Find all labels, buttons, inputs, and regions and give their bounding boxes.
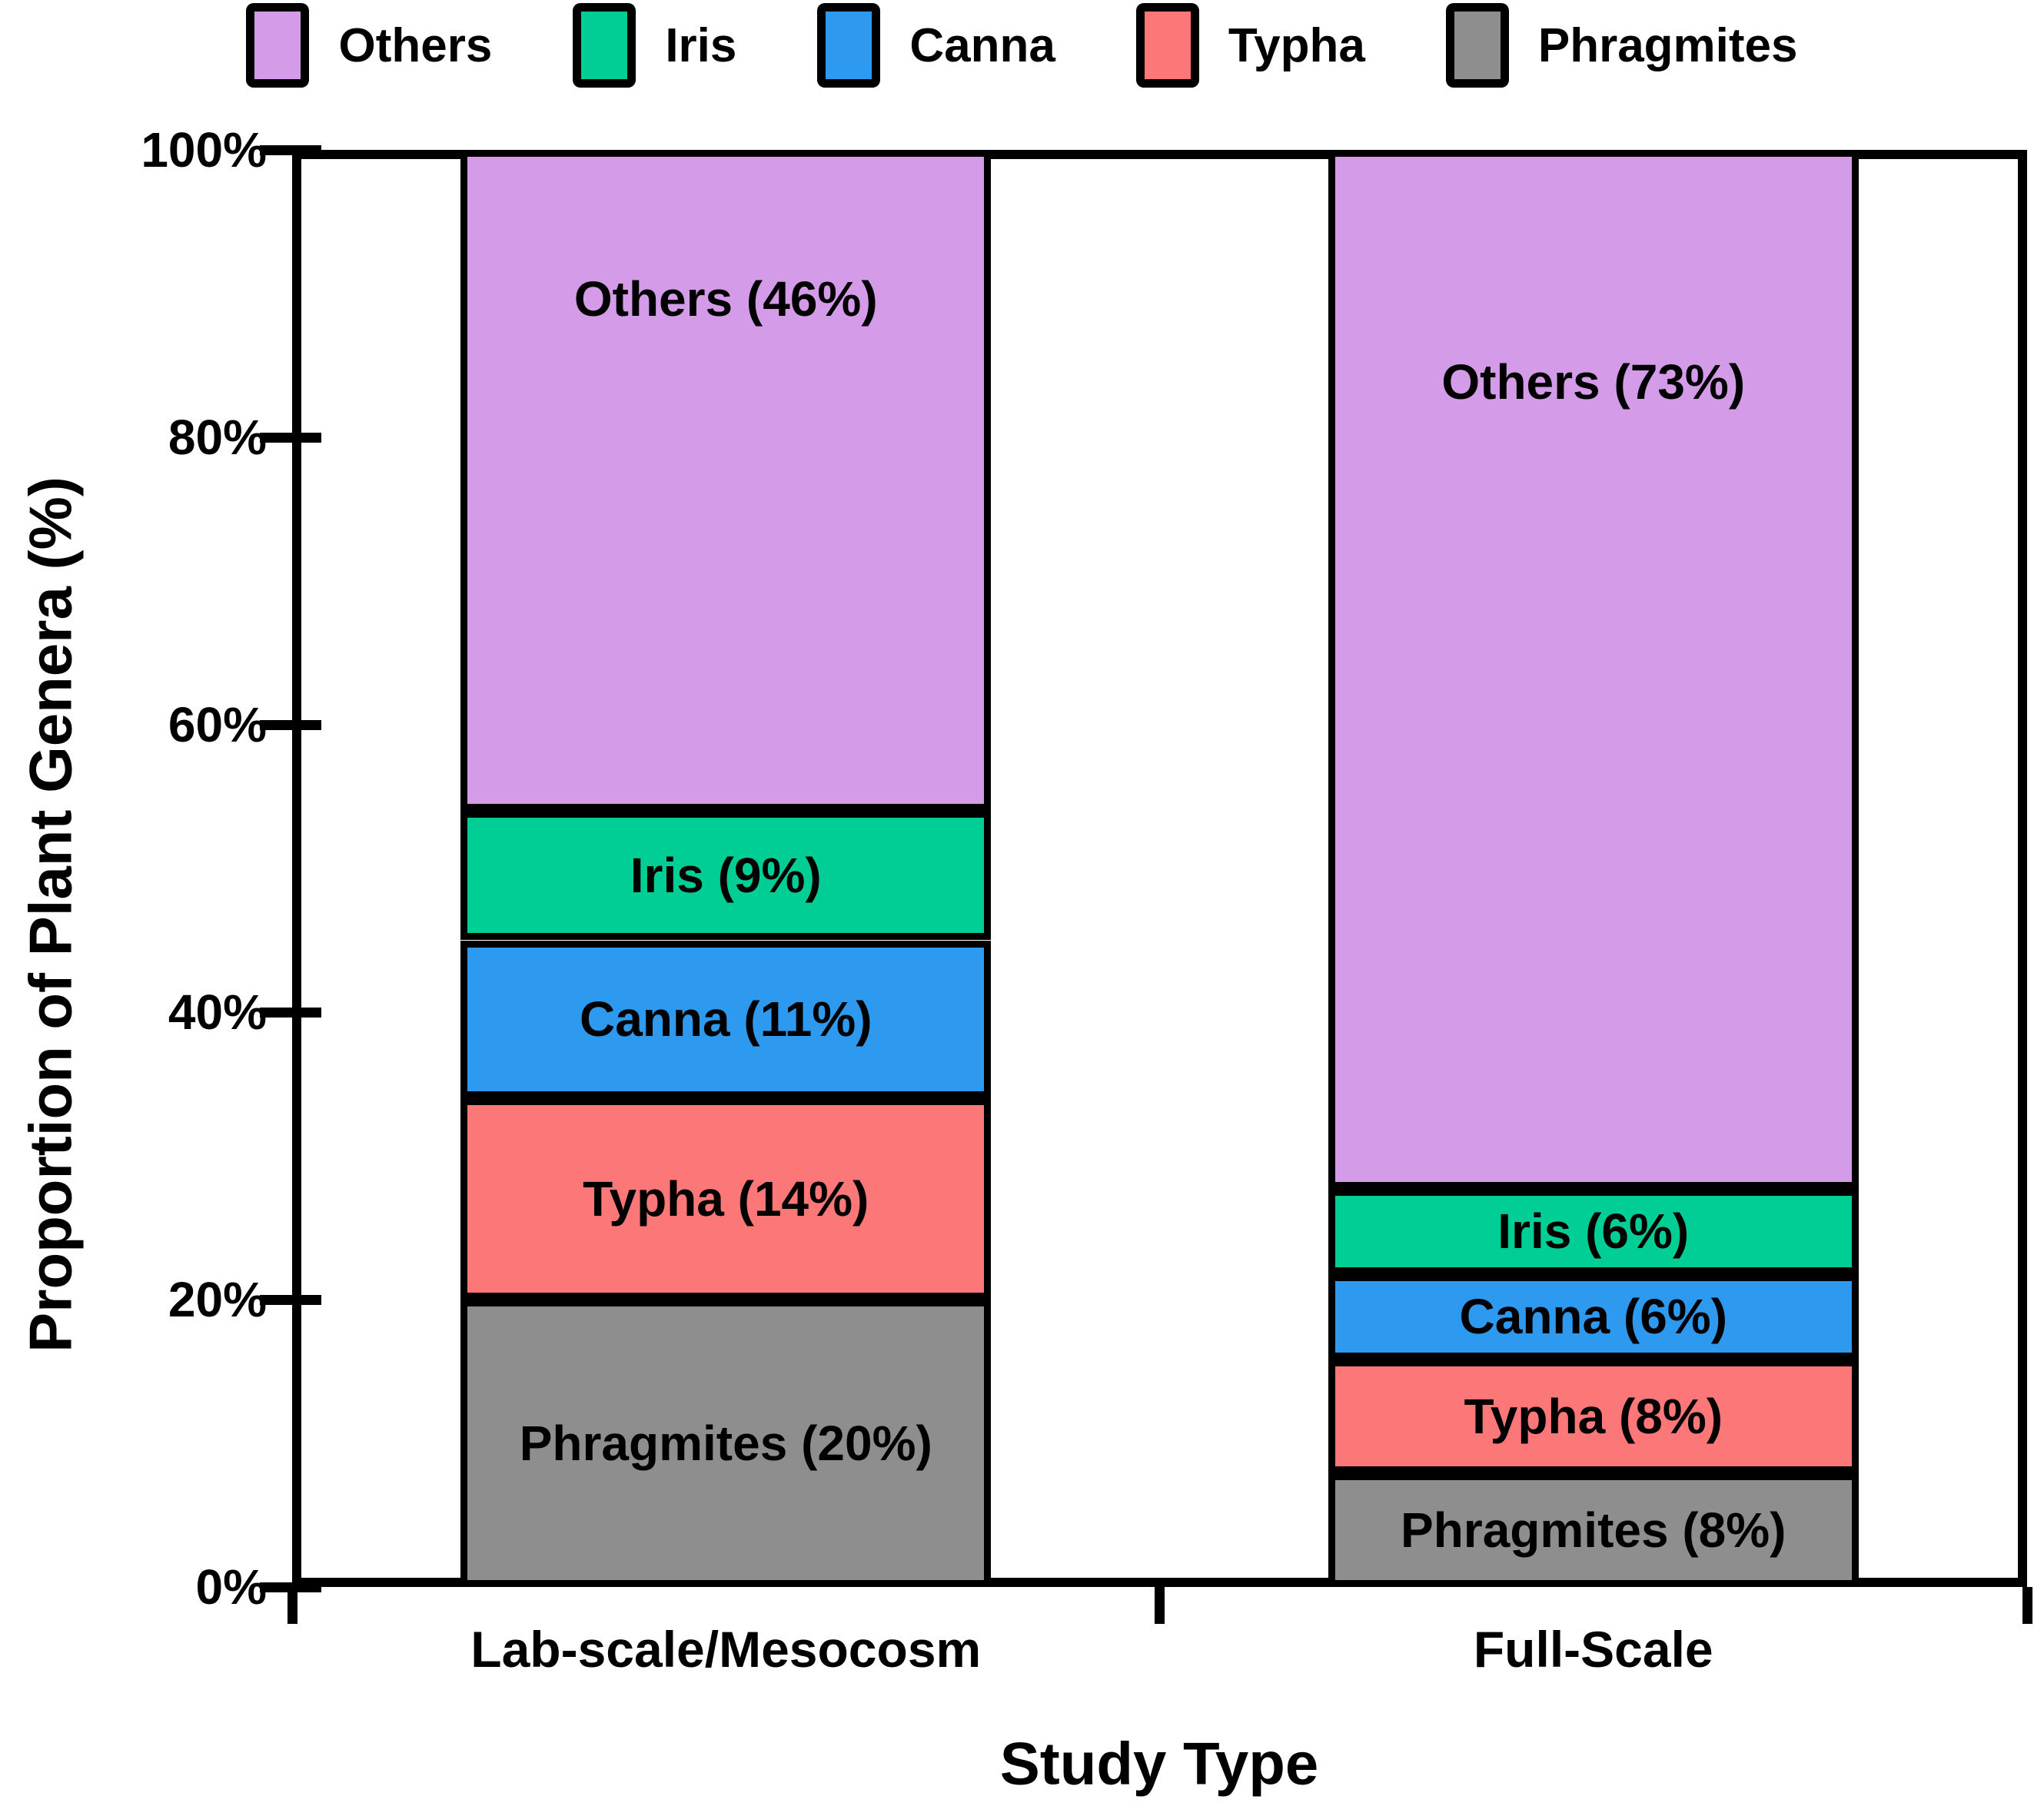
legend-item-iris: Iris bbox=[573, 3, 736, 88]
y-axis-title: Proportion of Plant Genera (%) bbox=[16, 476, 85, 1353]
legend-swatch-typha bbox=[1135, 3, 1199, 88]
legend-swatch-iris bbox=[573, 3, 636, 88]
legend-item-canna: Canna bbox=[817, 3, 1055, 88]
x-tick-label-full-scale: Full-Scale bbox=[1473, 1621, 1713, 1678]
x-tick-mark-2 bbox=[2022, 1587, 2032, 1624]
y-tick-label-80: 80% bbox=[168, 410, 267, 465]
legend-swatch-canna bbox=[817, 3, 881, 88]
bar-segment-lab-scale-mesocosm-canna: Canna (11%) bbox=[460, 940, 992, 1099]
bar-segment-full-scale-iris: Iris (6%) bbox=[1328, 1188, 1859, 1274]
y-tick-mark-60 bbox=[260, 719, 321, 730]
bar-segment-full-scale-canna: Canna (6%) bbox=[1328, 1273, 1859, 1360]
legend-item-others: Others bbox=[246, 3, 492, 88]
segment-label-full-scale-canna: Canna (6%) bbox=[1459, 1289, 1728, 1345]
x-tick-mark-1 bbox=[1155, 1587, 1165, 1624]
legend-label-typha: Typha bbox=[1228, 18, 1365, 72]
legend-label-canna: Canna bbox=[909, 18, 1055, 72]
legend-label-iris: Iris bbox=[665, 18, 737, 72]
bar-segment-full-scale-typha: Typha (8%) bbox=[1328, 1359, 1859, 1473]
bar-segment-lab-scale-mesocosm-typha: Typha (14%) bbox=[460, 1098, 992, 1300]
y-tick-mark-20 bbox=[260, 1294, 321, 1305]
segment-label-full-scale-others: Others (73%) bbox=[1441, 354, 1746, 410]
segment-label-lab-scale-mesocosm-phragmites: Phragmites (20%) bbox=[519, 1416, 932, 1471]
bar-segment-lab-scale-mesocosm-others: Others (46%) bbox=[460, 150, 992, 812]
segment-label-lab-scale-mesocosm-others: Others (46%) bbox=[573, 271, 878, 327]
bar-segment-full-scale-phragmites: Phragmites (8%) bbox=[1328, 1472, 1859, 1587]
y-tick-mark-100 bbox=[260, 144, 321, 155]
segment-label-lab-scale-mesocosm-typha: Typha (14%) bbox=[583, 1171, 869, 1227]
legend-label-phragmites: Phragmites bbox=[1537, 18, 1798, 72]
bar-segment-lab-scale-mesocosm-phragmites: Phragmites (20%) bbox=[460, 1300, 992, 1587]
segment-label-lab-scale-mesocosm-canna: Canna (11%) bbox=[579, 991, 872, 1047]
x-tick-label-lab-scale-mesocosm: Lab-scale/Mesocosm bbox=[470, 1621, 982, 1678]
bar-segment-full-scale-others: Others (73%) bbox=[1328, 150, 1859, 1189]
segment-label-full-scale-phragmites: Phragmites (8%) bbox=[1401, 1502, 1786, 1558]
segment-label-full-scale-typha: Typha (8%) bbox=[1464, 1388, 1723, 1444]
bar-segment-lab-scale-mesocosm-iris: Iris (9%) bbox=[460, 811, 992, 941]
y-tick-mark-80 bbox=[260, 432, 321, 443]
legend-item-typha: Typha bbox=[1135, 3, 1365, 88]
x-axis-title: Study Type bbox=[999, 1729, 1319, 1798]
segment-label-full-scale-iris: Iris (6%) bbox=[1497, 1203, 1690, 1260]
legend-item-phragmites: Phragmites bbox=[1445, 3, 1798, 88]
chart-legend: Others Iris Canna Typha Phragmites bbox=[0, 3, 2044, 88]
y-tick-label-100: 100% bbox=[141, 122, 267, 178]
legend-label-others: Others bbox=[338, 18, 493, 72]
y-tick-label-0: 0% bbox=[195, 1559, 268, 1615]
y-tick-mark-40 bbox=[260, 1007, 321, 1018]
segment-label-lab-scale-mesocosm-iris: Iris (9%) bbox=[630, 848, 822, 904]
x-tick-mark-0 bbox=[287, 1587, 297, 1624]
y-tick-label-40: 40% bbox=[168, 984, 267, 1040]
y-tick-label-60: 60% bbox=[168, 697, 267, 752]
legend-swatch-phragmites bbox=[1445, 3, 1509, 88]
legend-swatch-others bbox=[246, 3, 310, 88]
y-tick-label-20: 20% bbox=[168, 1272, 267, 1327]
